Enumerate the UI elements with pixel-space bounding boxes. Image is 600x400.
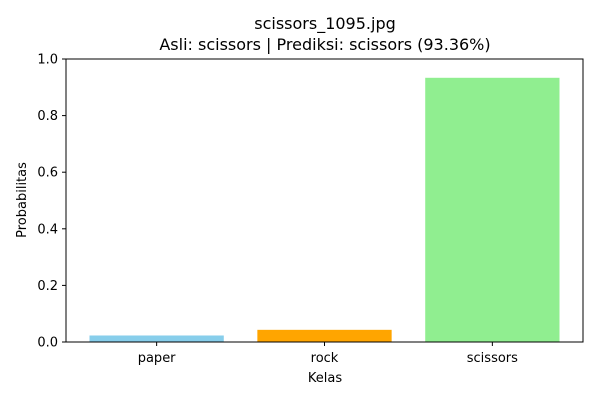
chart-subtitle: Asli: scissors | Prediksi: scissors (93.… bbox=[159, 35, 490, 54]
y-tick-label: 0.2 bbox=[37, 279, 58, 294]
x-tick-label: scissors bbox=[467, 351, 518, 366]
chart-title: scissors_1095.jpg bbox=[254, 14, 396, 34]
y-tick-label: 0.8 bbox=[37, 109, 58, 124]
y-axis-ticks: 0.0 0.2 0.4 0.6 0.8 1.0 bbox=[37, 53, 66, 351]
x-axis-ticks: paper rock scissors bbox=[138, 342, 518, 366]
bar-paper bbox=[89, 335, 224, 342]
bar-rock bbox=[257, 329, 392, 342]
y-tick-label: 0.4 bbox=[37, 222, 58, 237]
x-tick-label: paper bbox=[138, 351, 176, 366]
x-axis-label: Kelas bbox=[308, 371, 342, 386]
y-tick-label: 0.0 bbox=[37, 336, 58, 351]
y-axis-label: Probabilitas bbox=[15, 162, 30, 238]
y-tick-label: 1.0 bbox=[37, 53, 58, 68]
bars-group bbox=[89, 77, 560, 342]
bar-scissors bbox=[425, 77, 560, 342]
y-tick-label: 0.6 bbox=[37, 166, 58, 181]
x-tick-label: rock bbox=[311, 351, 339, 366]
